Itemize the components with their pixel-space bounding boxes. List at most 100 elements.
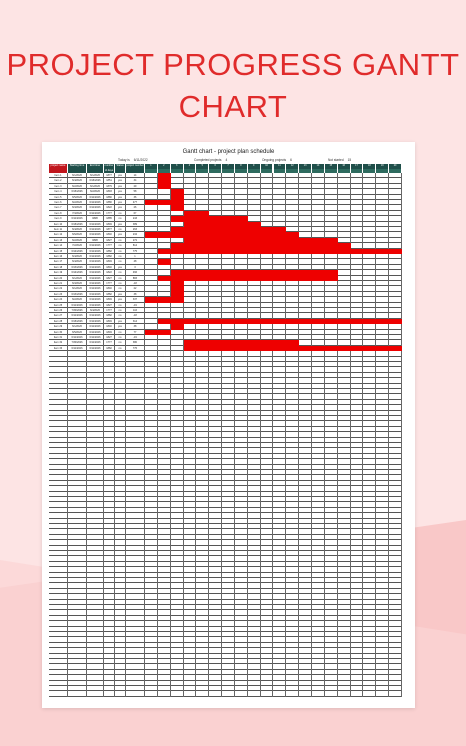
day-cell[interactable] — [145, 227, 158, 233]
day-cell[interactable] — [376, 281, 390, 287]
day-cell[interactable] — [376, 216, 390, 222]
day-cell[interactable] — [389, 691, 402, 697]
day-cell[interactable] — [351, 194, 364, 200]
day-cell[interactable] — [248, 210, 261, 217]
day-cell[interactable] — [325, 308, 338, 314]
day-cell[interactable] — [338, 308, 351, 314]
table-cell[interactable]: 6/11/2026 — [87, 302, 104, 308]
day-cell[interactable] — [222, 291, 235, 298]
day-cell[interactable] — [145, 302, 158, 308]
table-cell[interactable]: 6/11/2026 — [68, 302, 87, 308]
day-cell[interactable] — [389, 189, 402, 195]
day-cell[interactable] — [363, 275, 377, 281]
table-cell[interactable]: Item 30 — [49, 329, 68, 335]
day-cell[interactable] — [312, 335, 325, 341]
day-cell[interactable] — [312, 178, 325, 184]
table-cell[interactable]: yes — [115, 221, 126, 227]
day-cell[interactable] — [235, 200, 248, 206]
table-cell[interactable]: 6/11/2026 — [87, 259, 104, 265]
table-cell[interactable]: yes — [115, 178, 126, 184]
day-cell[interactable] — [338, 232, 351, 238]
table-cell[interactable]: 6/4/2026 — [68, 259, 87, 265]
day-cell[interactable] — [389, 210, 402, 217]
day-cell[interactable] — [171, 221, 184, 227]
day-cell[interactable] — [376, 286, 390, 292]
day-cell[interactable] — [274, 200, 287, 206]
day-cell[interactable] — [312, 329, 325, 335]
table-cell[interactable]: 6/11/2026 — [87, 200, 104, 206]
day-cell[interactable] — [145, 237, 158, 244]
day-cell[interactable] — [376, 173, 390, 179]
day-cell[interactable] — [235, 189, 248, 195]
day-cell[interactable] — [158, 221, 171, 227]
day-cell[interactable] — [376, 194, 390, 200]
table-cell[interactable]: no — [115, 216, 126, 222]
day-cell[interactable] — [209, 335, 223, 341]
table-cell[interactable]: 6/11/2026 — [87, 318, 104, 325]
day-cell[interactable] — [299, 259, 313, 265]
day-cell[interactable] — [363, 173, 377, 179]
table-cell[interactable]: 6/2/2026 — [87, 189, 104, 195]
day-cell[interactable] — [286, 259, 300, 265]
day-cell[interactable] — [363, 286, 377, 292]
day-cell[interactable] — [325, 254, 338, 260]
table-row[interactable]: Item 11 6/4/2026 6/11/2026 1877 no 263 — [49, 227, 402, 233]
day-cell[interactable] — [196, 281, 210, 287]
day-cell[interactable] — [261, 329, 274, 335]
day-cell[interactable] — [248, 691, 261, 697]
day-cell[interactable] — [235, 324, 248, 330]
day-cell[interactable] — [248, 173, 261, 179]
day-cell[interactable] — [325, 189, 338, 195]
table-cell[interactable]: 814 — [126, 243, 145, 249]
day-cell[interactable] — [389, 194, 402, 200]
day-cell[interactable] — [325, 178, 338, 184]
day-cell[interactable] — [376, 189, 390, 195]
day-cell[interactable] — [363, 297, 377, 303]
day-cell[interactable] — [184, 178, 197, 184]
day-cell[interactable] — [184, 254, 197, 260]
table-cell[interactable]: 6/2/2026 — [68, 237, 87, 244]
day-cell[interactable] — [222, 194, 235, 200]
day-cell[interactable] — [325, 335, 338, 341]
day-cell[interactable] — [171, 259, 184, 265]
table-cell[interactable]: 1822 — [104, 270, 115, 276]
day-cell[interactable] — [299, 324, 313, 330]
day-cell[interactable] — [235, 173, 248, 179]
day-cell[interactable] — [274, 297, 287, 303]
day-cell[interactable] — [196, 291, 210, 298]
day-cell[interactable] — [145, 340, 158, 346]
table-cell[interactable]: 6/16/2026 — [68, 189, 87, 195]
day-cell[interactable] — [363, 232, 377, 238]
day-cell[interactable] — [248, 259, 261, 265]
day-cell[interactable] — [222, 691, 235, 697]
day-cell[interactable] — [209, 281, 223, 287]
table-cell[interactable]: -19 — [126, 302, 145, 308]
day-cell[interactable] — [351, 200, 364, 206]
day-cell[interactable] — [389, 178, 402, 184]
day-cell[interactable] — [248, 308, 261, 314]
table-cell[interactable]: -19 — [126, 335, 145, 341]
day-cell[interactable] — [145, 275, 158, 281]
table-cell[interactable]: 1893 — [104, 189, 115, 195]
day-cell[interactable] — [389, 216, 402, 222]
table-cell[interactable]: 6/1/2026 — [87, 173, 104, 179]
table-cell[interactable]: 6/2/2026 — [68, 297, 87, 303]
table-cell[interactable]: 272 — [126, 237, 145, 244]
day-cell[interactable] — [299, 264, 313, 271]
day-cell[interactable] — [325, 302, 338, 308]
table-row[interactable]: Item 5 6/5/2026 6/11/2026 1880 yes 36 — [49, 194, 402, 200]
day-cell[interactable] — [376, 232, 390, 238]
day-cell[interactable] — [158, 227, 171, 233]
table-cell[interactable]: 6/11/2026 — [87, 335, 104, 341]
day-cell[interactable] — [325, 691, 338, 697]
table-cell[interactable]: Item 27 — [49, 313, 68, 319]
day-cell[interactable] — [248, 302, 261, 308]
day-cell[interactable] — [299, 221, 313, 227]
day-cell[interactable] — [171, 302, 184, 308]
day-cell[interactable] — [351, 221, 364, 227]
day-cell[interactable] — [145, 264, 158, 271]
day-cell[interactable] — [158, 270, 171, 276]
day-cell[interactable] — [299, 297, 313, 303]
day-cell[interactable] — [286, 335, 300, 341]
table-cell[interactable]: 1880 — [104, 200, 115, 206]
